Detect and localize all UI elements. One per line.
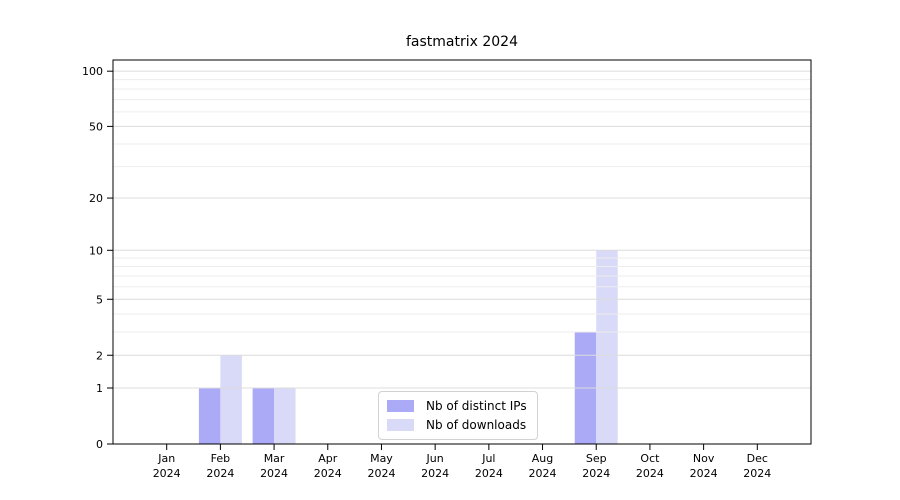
- y-tick-label: 0: [96, 438, 103, 451]
- x-tick-label: Feb 2024: [206, 452, 234, 480]
- y-tick-label: 50: [89, 120, 103, 133]
- bar-distinct-ips: [252, 388, 275, 444]
- x-tick-label: Nov 2024: [690, 452, 718, 480]
- x-tick-label: Mar 2024: [260, 452, 288, 480]
- legend-label-downloads: Nb of downloads: [426, 418, 527, 432]
- y-tick-label: 10: [89, 244, 103, 257]
- bar-distinct-ips: [198, 388, 221, 444]
- legend-swatch-downloads: [387, 419, 414, 431]
- legend-item-downloads: Nb of downloads: [387, 418, 527, 432]
- x-tick-label: May 2024: [367, 452, 395, 480]
- x-tick-label: Apr 2024: [314, 452, 342, 480]
- legend-swatch-distinct-ips: [387, 400, 414, 412]
- x-tick-label: Dec 2024: [743, 452, 771, 480]
- x-tick-label: Oct 2024: [636, 452, 664, 480]
- x-tick-label: Aug 2024: [529, 452, 557, 480]
- y-tick-label: 1: [96, 382, 103, 395]
- x-tick-label: Jun 2024: [421, 452, 449, 480]
- bar-downloads: [220, 355, 242, 444]
- y-tick-label: 100: [82, 65, 103, 78]
- y-tick-label: 20: [89, 192, 103, 205]
- chart-title: fastmatrix 2024: [405, 34, 518, 50]
- y-tick-label: 5: [96, 293, 103, 306]
- legend-label-distinct-ips: Nb of distinct IPs: [426, 399, 527, 413]
- legend: Nb of distinct IPs Nb of downloads: [378, 391, 538, 440]
- x-tick-label: Jul 2024: [475, 452, 503, 480]
- plot-border: [112, 59, 812, 445]
- x-tick-label: Sep 2024: [582, 452, 610, 480]
- bar-downloads: [596, 250, 618, 444]
- x-tick-label: Jan 2024: [153, 452, 181, 480]
- y-tick-label: 2: [96, 349, 103, 362]
- bar-downloads: [274, 388, 296, 444]
- legend-item-distinct-ips: Nb of distinct IPs: [387, 399, 527, 413]
